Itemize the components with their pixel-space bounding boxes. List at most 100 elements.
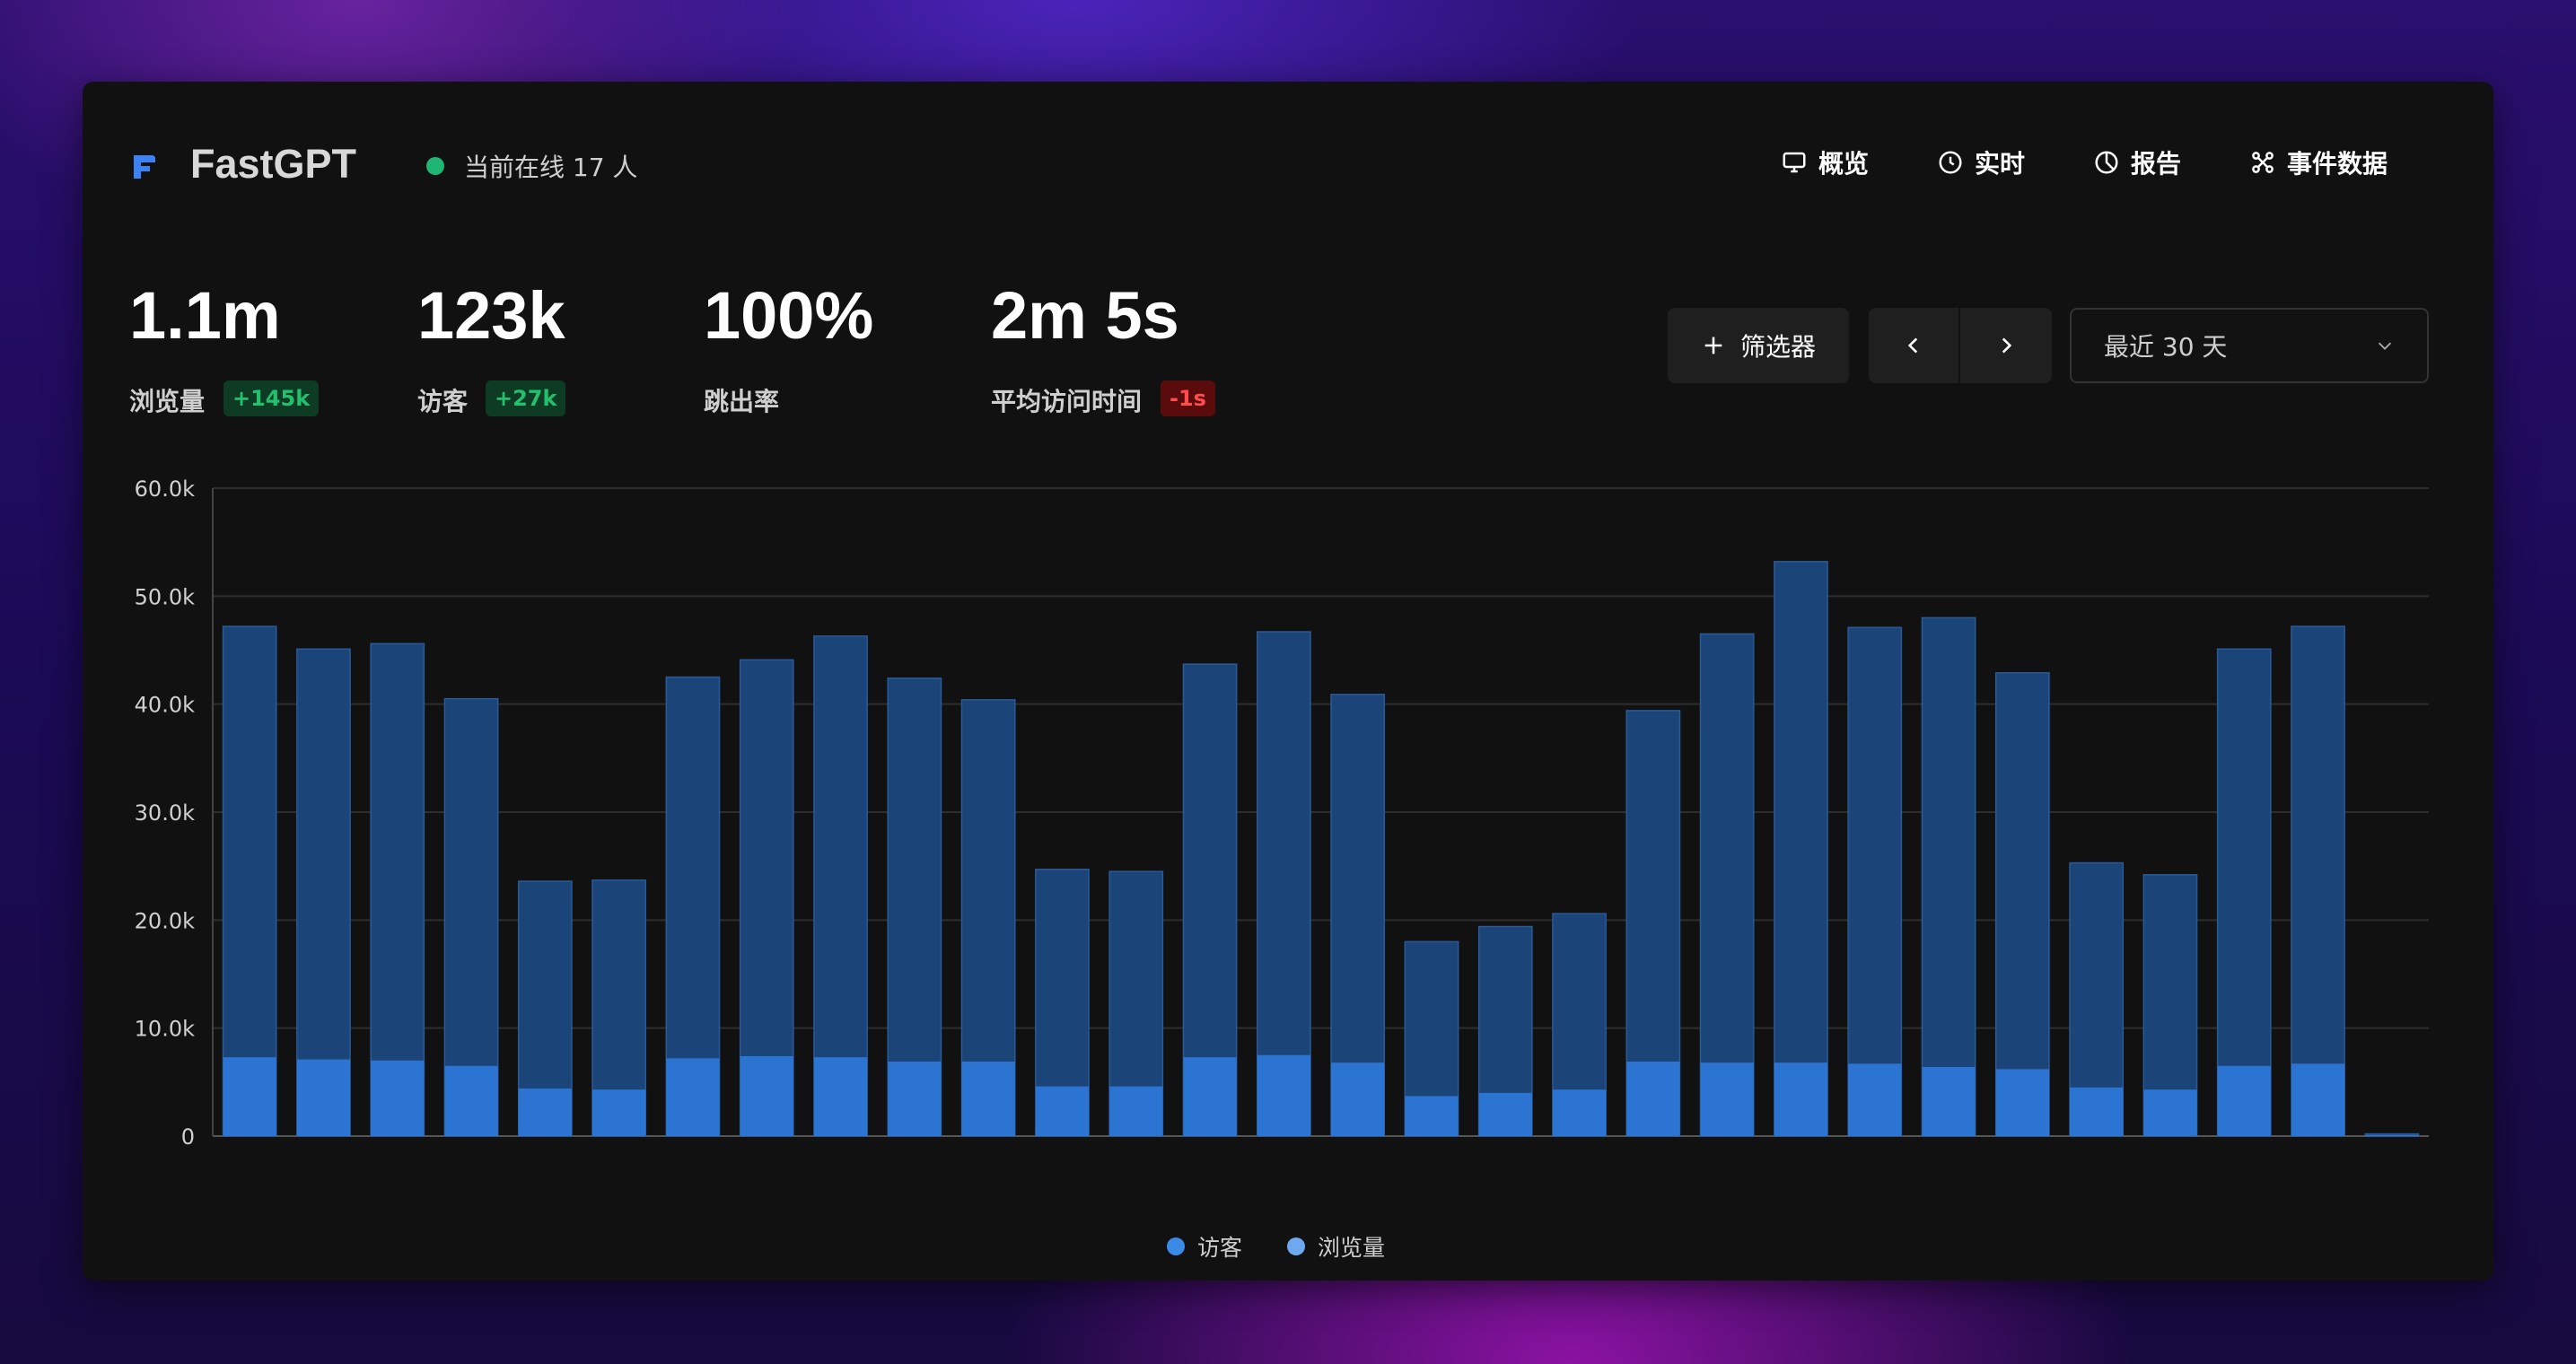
metric-bounce-value: 100% — [704, 278, 874, 353]
chevron-left-icon — [1907, 337, 1918, 354]
bar-visitors[interactable] — [1183, 1057, 1237, 1136]
bar-visitors[interactable] — [1478, 1092, 1532, 1136]
clock-icon — [1939, 151, 1962, 174]
bar-visitors[interactable] — [2217, 1065, 2271, 1136]
y-tick-label: 10.0k — [135, 1017, 195, 1042]
x-tick-label: 4月 3 — [1330, 1157, 1386, 1159]
bar-pageviews[interactable] — [1108, 870, 1164, 1137]
bar-pageviews[interactable] — [1182, 663, 1238, 1137]
bar-pageviews[interactable] — [1256, 631, 1311, 1137]
x-tick-label: 3月 28 — [880, 1157, 949, 1159]
bar-visitors[interactable] — [444, 1065, 498, 1136]
bar-visitors[interactable] — [2070, 1087, 2124, 1136]
bar-pageviews[interactable] — [665, 676, 721, 1137]
bar-pageviews[interactable] — [1625, 710, 1681, 1137]
bar-visitors[interactable] — [1700, 1062, 1754, 1136]
y-tick-label: 40.0k — [135, 693, 195, 718]
bar-pageviews[interactable] — [517, 880, 573, 1137]
next-range-button[interactable] — [1960, 308, 2052, 383]
x-tick-label: 3月 26 — [732, 1157, 802, 1159]
x-tick-label: 3月 24 — [584, 1157, 653, 1159]
bar-visitors[interactable] — [813, 1057, 868, 1136]
bar-pageviews[interactable] — [1552, 913, 1607, 1137]
metric-avgtime-value: 2m 5s — [991, 278, 1179, 353]
bar-pageviews[interactable] — [1404, 940, 1459, 1137]
x-tick-label: 4月 16 — [2283, 1157, 2353, 1159]
filter-button[interactable]: 筛选器 — [1668, 308, 1849, 383]
chevron-down-icon — [2378, 342, 2392, 350]
bar-pageviews[interactable] — [2142, 874, 2198, 1137]
bar-visitors[interactable] — [1626, 1061, 1680, 1136]
bar-visitors[interactable] — [1331, 1062, 1385, 1136]
bar-pageviews[interactable] — [739, 659, 794, 1137]
bar-pageviews[interactable] — [591, 879, 647, 1137]
metric-visitors-value: 123k — [417, 278, 565, 353]
bar-visitors[interactable] — [961, 1061, 1015, 1136]
legend-pageviews[interactable]: 浏览量 — [1287, 1230, 1385, 1263]
bar-pageviews[interactable] — [813, 635, 868, 1137]
bar-pageviews[interactable] — [2364, 1132, 2420, 1137]
bar-pageviews[interactable] — [887, 678, 942, 1137]
x-tick-label: 4月 1 — [1182, 1157, 1238, 1159]
bar-pageviews[interactable] — [222, 625, 277, 1137]
bar-pageviews[interactable] — [1330, 694, 1386, 1137]
nav-events[interactable]: 事件数据 — [2249, 144, 2388, 180]
legend-visitors-label: 访客 — [1197, 1235, 1243, 1261]
bar-visitors[interactable] — [1552, 1089, 1607, 1136]
y-tick-label: 30.0k — [135, 800, 195, 826]
bar-pageviews[interactable] — [296, 648, 351, 1137]
hub-icon — [2252, 152, 2274, 173]
bar-pageviews[interactable] — [1994, 672, 2050, 1137]
bar-pageviews[interactable] — [1774, 561, 1828, 1137]
x-tick-label: 4月 17 — [2357, 1157, 2426, 1159]
bar-visitors[interactable] — [2143, 1089, 2197, 1136]
bar-visitors[interactable] — [371, 1060, 425, 1136]
date-range-select[interactable]: 最近 30 天 — [2070, 308, 2429, 383]
bar-visitors[interactable] — [1257, 1054, 1310, 1136]
chevron-right-icon — [2002, 337, 2012, 354]
bar-pageviews[interactable] — [2216, 648, 2272, 1137]
nav-reports[interactable]: 报告 — [2093, 144, 2181, 180]
x-tick-label: 4月 13 — [2062, 1157, 2131, 1159]
bar-visitors[interactable] — [1035, 1086, 1090, 1136]
bar-visitors[interactable] — [1405, 1096, 1459, 1136]
x-tick-label: 3月 25 — [658, 1157, 727, 1159]
bar-visitors[interactable] — [1109, 1086, 1163, 1136]
bar-visitors[interactable] — [1774, 1062, 1828, 1136]
x-tick-label: 4月 7 — [1625, 1157, 1681, 1159]
nav-realtime[interactable]: 实时 — [1937, 144, 2025, 180]
bar-pageviews[interactable] — [1699, 633, 1755, 1137]
x-tick-label: 3月 30 — [1028, 1157, 1097, 1159]
bar-visitors[interactable] — [296, 1059, 351, 1136]
legend-pageviews-dot — [1287, 1237, 1305, 1255]
bar-visitors[interactable] — [518, 1089, 572, 1136]
bar-visitors[interactable] — [2365, 1134, 2419, 1136]
x-tick-label: 3月 23 — [511, 1157, 580, 1159]
y-tick-label: 0 — [181, 1124, 195, 1150]
bar-visitors[interactable] — [2291, 1063, 2345, 1136]
bar-visitors[interactable] — [740, 1055, 793, 1136]
bar-pageviews[interactable] — [1847, 626, 1903, 1137]
bar-pageviews[interactable] — [1921, 616, 1976, 1137]
bar-visitors[interactable] — [1995, 1069, 2049, 1136]
bar-visitors[interactable] — [1922, 1066, 1976, 1136]
bar-visitors[interactable] — [1848, 1063, 1902, 1136]
bar-pageviews[interactable] — [1035, 869, 1090, 1137]
legend-visitors[interactable]: 访客 — [1167, 1230, 1242, 1263]
bar-pageviews[interactable] — [1477, 925, 1533, 1137]
pie-chart-icon — [2095, 151, 2118, 174]
nav-overview[interactable]: 概览 — [1781, 144, 1869, 180]
bar-pageviews[interactable] — [370, 643, 425, 1137]
x-tick-label: 3月 20 — [289, 1157, 358, 1159]
bar-visitors[interactable] — [223, 1057, 276, 1136]
legend-pageviews-label: 浏览量 — [1318, 1235, 1386, 1261]
bar-visitors[interactable] — [888, 1061, 942, 1136]
metric-visitors-delta: +27k — [486, 380, 566, 416]
bar-pageviews[interactable] — [2291, 625, 2345, 1137]
bar-pageviews[interactable] — [443, 697, 499, 1137]
bar-pageviews[interactable] — [960, 699, 1016, 1137]
bar-pageviews[interactable] — [2069, 861, 2125, 1137]
bar-visitors[interactable] — [666, 1058, 720, 1136]
prev-range-button[interactable] — [1869, 308, 1958, 383]
bar-visitors[interactable] — [592, 1089, 646, 1136]
